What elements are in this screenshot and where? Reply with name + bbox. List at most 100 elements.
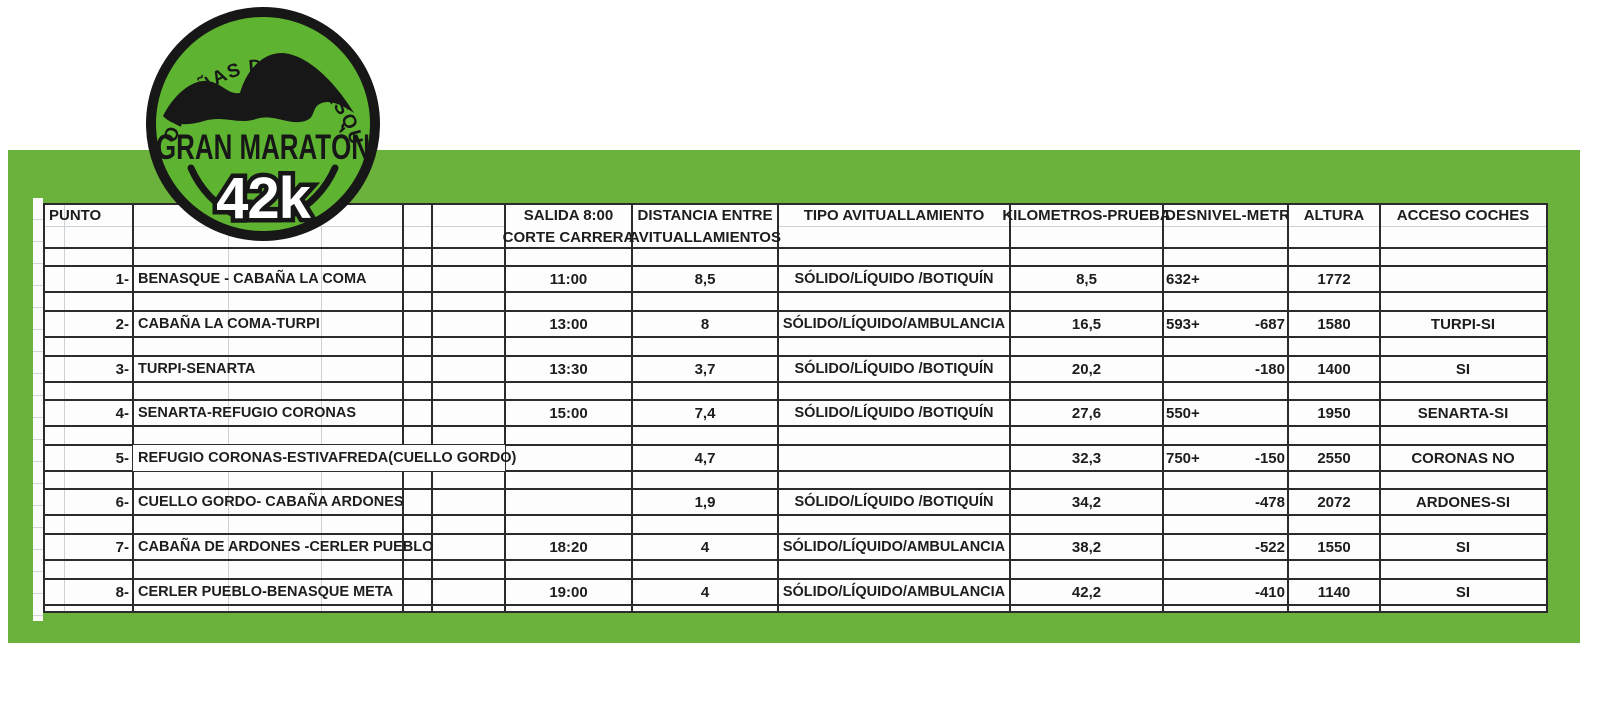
cell-tipo: SÓLIDO/LÍQUIDO /BOTIQUÍN (794, 270, 994, 287)
logo-ring (146, 7, 380, 241)
cell-desnivel: -180 (1163, 356, 1288, 382)
row-border (45, 444, 1546, 446)
cell-acceso: SI (1455, 538, 1471, 556)
header-tipo: TIPO AVITUALLAMIENTO (803, 207, 985, 224)
column-border (132, 205, 134, 611)
row-border (45, 533, 1546, 535)
cell-acceso: TURPI-SI (1430, 315, 1496, 333)
logo-flourish-left (187, 164, 241, 220)
cell-altura: 1950 (1317, 404, 1351, 422)
cell-acceso: SI (1455, 583, 1471, 601)
cell-name: CUELLO GORDO- CABAÑA ARDONES (138, 493, 404, 510)
cell-distancia: 4 (700, 538, 710, 556)
cell-km: 32,3 (1071, 449, 1102, 467)
desnivel-positive: 750+ (1166, 449, 1200, 467)
cell-km: 20,2 (1071, 360, 1102, 378)
cell-distancia: 8 (700, 315, 710, 333)
logo-distance: 42k (216, 166, 312, 231)
cell-acceso (1380, 266, 1546, 292)
logo-flourish-right (285, 164, 339, 220)
cell-tipo: SÓLIDO/LÍQUIDO/AMBULANCIA (782, 315, 1006, 332)
column-border (1379, 205, 1381, 611)
cell-num: 7- (115, 538, 129, 556)
cell-desnivel: -522 (1163, 534, 1288, 560)
cell-salida: 18:20 (549, 538, 588, 556)
race-table: PUNTO SALIDA 8:00 CORTE CARRERA DISTANCI… (43, 203, 1548, 613)
cell-desnivel: 632+ (1163, 266, 1288, 292)
header-acceso: ACCESO COCHES (1396, 207, 1530, 224)
cell-tipo: SÓLIDO/LÍQUIDO /BOTIQUÍN (794, 360, 994, 377)
row-border (45, 310, 1546, 312)
desnivel-positive: 550+ (1166, 404, 1200, 422)
column-border (1009, 205, 1011, 611)
cell-tipo: SÓLIDO/LÍQUIDO /BOTIQUÍN (794, 404, 994, 421)
cell-name: CABAÑA DE ARDONES -CERLER PUEBLO (138, 538, 434, 555)
cell-altura: 2550 (1317, 449, 1351, 467)
row-border (45, 425, 1546, 427)
row-border (45, 336, 1546, 338)
cell-salida (505, 489, 632, 515)
header-distancia-line1: DISTANCIA ENTRE (637, 207, 773, 224)
cell-num: 8- (115, 583, 129, 601)
faint-gridline (228, 205, 229, 611)
column-border (1287, 205, 1289, 611)
cell-distancia: 4 (700, 583, 710, 601)
row-border (45, 265, 1546, 267)
cell-distancia: 7,4 (694, 404, 716, 422)
cell-tipo: SÓLIDO/LÍQUIDO /BOTIQUÍN (794, 493, 994, 510)
header-kilometros: KILOMETROS-PRUEBA (1002, 207, 1171, 224)
cell-altura: 1140 (1317, 583, 1351, 601)
cell-name: BENASQUE - CABAÑA LA COMA (138, 270, 367, 287)
cell-num: 4- (115, 404, 129, 422)
header-salida-line2: CORTE CARRERA (502, 228, 635, 246)
desnivel-positive: 593+ (1166, 315, 1200, 333)
row-border (45, 470, 1546, 472)
faint-gridline (64, 205, 65, 611)
cell-salida: 13:00 (549, 315, 588, 333)
cell-name: TURPI-SENARTA (138, 360, 256, 377)
cell-altura: 1772 (1317, 270, 1351, 288)
faint-gridline (321, 205, 322, 611)
cell-num: 3- (115, 360, 129, 378)
column-border (431, 205, 433, 611)
column-border (504, 205, 506, 611)
cell-distancia: 4,7 (694, 449, 716, 467)
column-border (631, 205, 633, 611)
desnivel-positive: 632+ (1166, 270, 1200, 288)
cell-acceso: CORONAS NO (1411, 449, 1515, 467)
cell-distancia: 3,7 (694, 360, 716, 378)
row-border (45, 399, 1546, 401)
cell-name: SENARTA-REFUGIO CORONAS (138, 404, 357, 421)
cell-km: 16,5 (1071, 315, 1102, 333)
cell-tipo (778, 445, 1010, 471)
desnivel-negative: -687 (1254, 315, 1285, 333)
column-border (777, 205, 779, 611)
row-border (45, 578, 1546, 580)
column-border (1162, 205, 1164, 611)
desnivel-negative: -478 (1254, 493, 1285, 511)
cell-num: 2- (115, 315, 129, 333)
column-border (402, 205, 404, 611)
row-border (45, 355, 1546, 357)
row-border (45, 291, 1546, 293)
header-altura: ALTURA (1303, 207, 1365, 224)
header-desnivel: DESNIVEL-METROS (1165, 207, 1288, 224)
cell-acceso: ARDONES-SI (1415, 493, 1511, 511)
event-logo: MONTAÑAS DE BENASQUE GRAN MARATÓN 42k (132, 0, 385, 250)
mountain-icon (163, 53, 354, 125)
header-distancia-line2: AVITUALLAMIENTOS (629, 228, 781, 246)
desnivel-negative: -522 (1254, 538, 1285, 556)
cell-km: 34,2 (1071, 493, 1102, 511)
cell-name: CERLER PUEBLO-BENASQUE META (138, 583, 394, 600)
cell-distancia: 1,9 (694, 493, 716, 511)
logo-title: GRAN MARATÓN (156, 127, 370, 167)
cell-km: 38,2 (1071, 538, 1102, 556)
cell-desnivel: 593+ -687 (1163, 311, 1288, 337)
cell-altura: 1400 (1317, 360, 1351, 378)
cell-name: REFUGIO CORONAS-ESTIVAFREDA(CUELLO GORDO… (133, 445, 516, 471)
cell-tipo: SÓLIDO/LÍQUIDO/AMBULANCIA (782, 538, 1006, 555)
cell-name: CABAÑA LA COMA-TURPI (138, 315, 320, 332)
cell-km: 27,6 (1071, 404, 1102, 422)
row-border (45, 381, 1546, 383)
cell-desnivel: -410 (1163, 579, 1288, 605)
